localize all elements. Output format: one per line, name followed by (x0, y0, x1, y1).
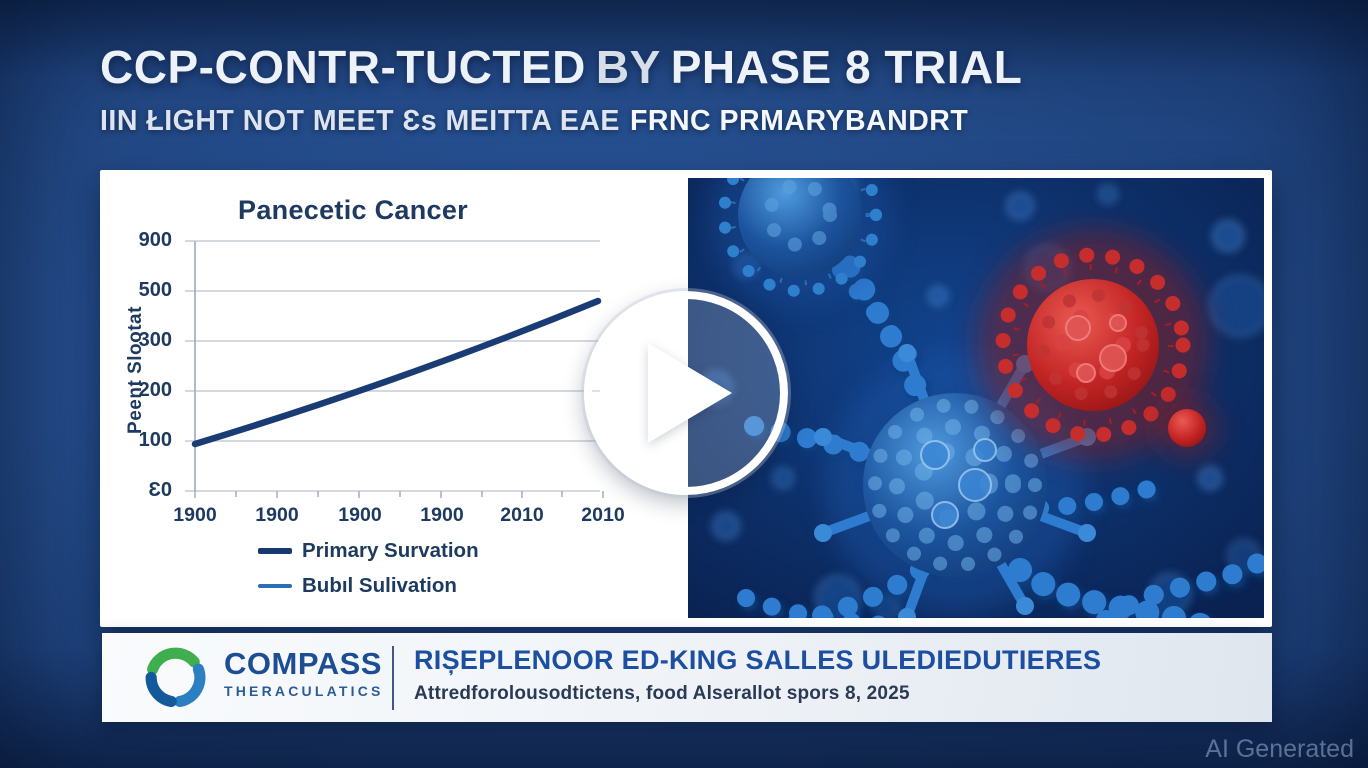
y-axis-ticks: 900 500 300 200 100 Ɛ0 (100, 170, 172, 627)
chart-grid (185, 240, 600, 492)
subheadline: IIN ŁIGHT NOT MEET Ɛs MEITTA EAE FRNC PRM… (100, 105, 968, 138)
chart-title: Panecetic Cancer (238, 195, 468, 225)
x-axis-minor-ticks (194, 491, 604, 498)
play-icon (648, 343, 732, 443)
brand-subname: THERACULATICS (224, 683, 384, 699)
y-tick: 100 (138, 429, 172, 451)
footer-divider (392, 646, 394, 710)
footer-subheadline: Attredforolousodtictens, food Alserallot… (414, 683, 910, 704)
brand-block: COMPASS THERACULATICS (224, 648, 384, 699)
y-tick: 500 (138, 279, 172, 301)
footer-text: RIȘEPLENOOR ED-KING SALLES ULEDIEDUTIERE… (414, 645, 1101, 705)
x-tick: 2010 (500, 504, 544, 526)
headline-seg-1: CCP-CONTR-TUCTED (100, 41, 586, 93)
legend-swatch-navy (258, 548, 292, 554)
blue-virus (708, 178, 892, 307)
legend-item-bubil: Bubıl Sulivation (258, 571, 479, 601)
footer-headline: RIȘEPLENOOR ED-KING SALLES ULEDIEDUTIERE… (414, 645, 1102, 675)
microscopy-image (688, 178, 1264, 618)
legend-label: Primary Survation (302, 539, 479, 562)
small-red-cell (1157, 398, 1217, 458)
x-tick: 1900 (420, 504, 464, 526)
subheadline-seg-1: IIN ŁIGHT NOT MEET Ɛs MEITTA EAE (100, 105, 620, 137)
x-axis-ticks: 1900 1900 1900 1900 2010 2010 (100, 504, 688, 530)
headline-seg-2: BY (595, 41, 661, 93)
legend-swatch-light-blue (258, 584, 292, 588)
footer-bar: COMPASS THERACULATICS RIȘEPLENOOR ED-KIN… (102, 633, 1272, 722)
subheadline-seg-2: FRNC PRMARYBANDRT (629, 105, 969, 137)
legend-label: Bubıl Sulivation (302, 574, 457, 597)
x-tick: 1900 (173, 504, 217, 526)
ai-generated-watermark: AI Generated (1205, 735, 1354, 763)
x-tick: 1900 (338, 504, 382, 526)
compass-logo-icon (145, 647, 206, 708)
brand-name: COMPASS (224, 646, 382, 681)
x-tick: 2010 (581, 504, 625, 526)
y-tick: 900 (138, 229, 172, 251)
microscopy-illustration (688, 178, 1264, 618)
primary-series-line (191, 297, 602, 448)
chart-legend: Primary Survation Bubıl Sulivation (258, 536, 479, 606)
headline: CCP-CONTR-TUCTED BY PHASE 8 TRIAL (100, 42, 1022, 93)
y-tick: Ɛ0 (148, 479, 172, 501)
y-tick: 300 (138, 329, 172, 351)
y-tick: 200 (138, 379, 172, 401)
red-virus (978, 230, 1208, 460)
line-chart-plot (185, 240, 604, 498)
x-tick: 1900 (255, 504, 299, 526)
legend-item-primary: Primary Survation (258, 536, 479, 566)
content-panel: Panecetic Cancer Peent Slootat (100, 170, 1272, 627)
headline-seg-3: PHASE 8 TRIAL (670, 41, 1023, 93)
